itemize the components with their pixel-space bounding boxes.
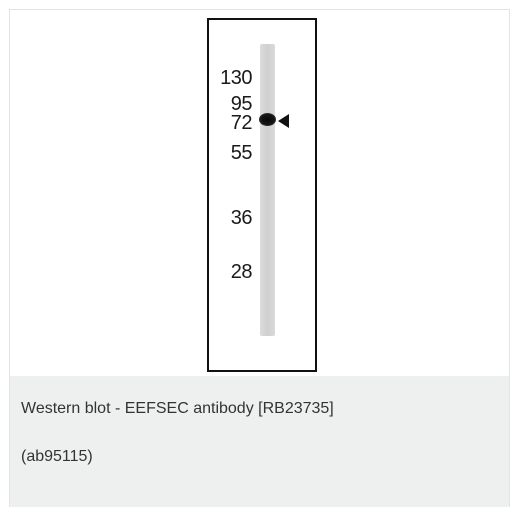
protein-band bbox=[259, 113, 276, 126]
marker-label-72: 72 bbox=[230, 112, 253, 134]
marker-label-28: 28 bbox=[230, 261, 253, 283]
marker-label-95: 95 bbox=[230, 93, 253, 115]
marker-label-130: 130 bbox=[220, 67, 252, 89]
marker-label-55: 55 bbox=[230, 142, 253, 164]
western-blot-figure[interactable]: 130 95 72 55 36 28 bbox=[10, 10, 509, 376]
blot-lane bbox=[260, 44, 275, 336]
marker-label-36: 36 bbox=[230, 207, 253, 229]
caption-product-code: (ab95115) bbox=[21, 448, 93, 465]
blot-frame: 130 95 72 55 36 28 bbox=[207, 18, 317, 372]
figure-caption: Western blot - EEFSEC antibody [RB23735]… bbox=[10, 376, 509, 507]
figure-card: 130 95 72 55 36 28 Western blot - EEFSEC… bbox=[9, 9, 510, 507]
band-arrow-icon bbox=[278, 114, 289, 128]
caption-title: Western blot - EEFSEC antibody [RB23735] bbox=[21, 400, 334, 417]
